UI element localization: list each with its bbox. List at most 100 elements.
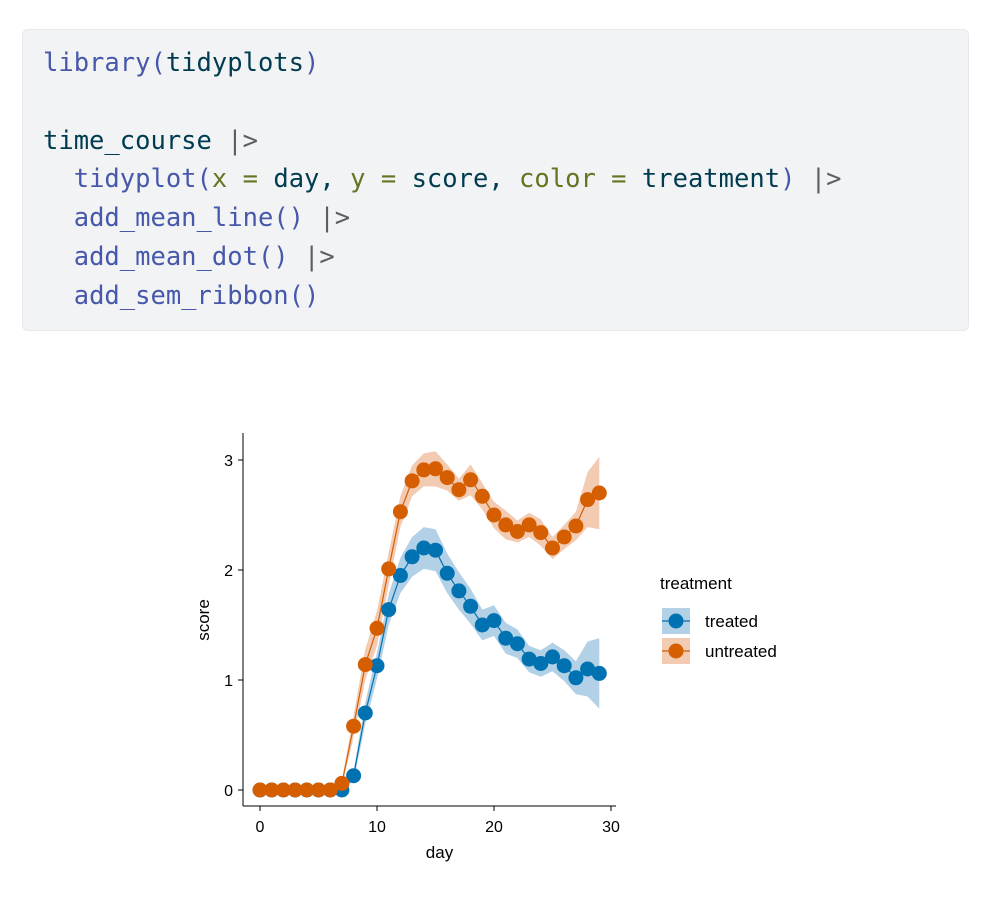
code-token: = [380, 164, 397, 195]
code-token: ) [780, 164, 796, 195]
code-token: |> [304, 241, 335, 272]
y-tick-label: 0 [224, 783, 233, 800]
code-line-2: time_course |> [43, 126, 258, 156]
mean-dot-untreated [486, 507, 502, 523]
code-token: ) [304, 48, 320, 78]
mean-dot-treated [568, 670, 584, 686]
y-tick-label: 2 [224, 563, 233, 580]
code-token: = [242, 164, 258, 195]
mean-dot-untreated [346, 718, 362, 734]
code-line-6: add_sem_ribbon() [43, 280, 320, 311]
legend: treatment treated untreated [660, 574, 777, 664]
mean-dot-untreated [428, 461, 443, 477]
mean-dot-treated [451, 583, 467, 599]
y-tick-label: 3 [224, 453, 233, 470]
mean-dot-untreated [252, 782, 268, 798]
mean-dot-untreated [275, 782, 291, 798]
code-token: add_sem_ribbon [73, 280, 289, 311]
sem-ribbon-untreated [260, 451, 600, 790]
code-token: score [411, 164, 489, 195]
mean-dot-treated [545, 649, 560, 665]
x-tick-label: 10 [368, 819, 386, 836]
mean-dot-untreated [451, 482, 467, 498]
mean-dot-untreated [591, 485, 607, 501]
mean-dot-untreated [521, 517, 537, 533]
legend-dot-treated [668, 613, 684, 629]
mean-dot-untreated [404, 473, 420, 489]
mean-dot-untreated [545, 540, 560, 556]
mean-dot-treated [591, 665, 607, 681]
code-token: library [43, 48, 151, 78]
legend-dot-untreated [668, 643, 684, 659]
mean-dot-untreated [369, 620, 385, 636]
legend-label-treated: treated [705, 612, 758, 631]
code-token: , [488, 164, 504, 195]
x-tick-label: 0 [256, 819, 265, 836]
code-token: tidyplot [73, 164, 197, 195]
mean-dot-treated [533, 656, 549, 671]
code-token: add_mean_line [73, 203, 274, 234]
code-token: y [350, 164, 366, 195]
code-token: () [273, 203, 305, 234]
mean-dot-treated [474, 617, 490, 633]
mean-dot-untreated [580, 492, 596, 508]
mean-dot-treated [486, 613, 502, 629]
mean-dot-treated [498, 630, 514, 646]
code-token: add_mean_dot [73, 241, 258, 272]
code-token: () [257, 241, 289, 272]
mean-dot-untreated [322, 782, 338, 798]
mean-dot-untreated [392, 504, 408, 520]
code-token: , [319, 164, 335, 195]
x-axis-title: day [426, 843, 454, 862]
mean-dot-treated [404, 549, 420, 565]
code-token: ( [150, 48, 166, 78]
mean-dot-untreated [311, 782, 326, 798]
code-token: ( [196, 164, 212, 195]
mean-lines [260, 468, 600, 791]
code-token: day [273, 164, 320, 195]
mean-dot-treated [439, 565, 455, 581]
code-token: |> [810, 164, 842, 195]
code-block: library(tidyplots) time_course |> tidypl… [22, 29, 969, 331]
code-token: = [611, 164, 627, 195]
mean-dot-untreated [264, 782, 280, 798]
mean-dots [252, 461, 607, 798]
mean-dot-treated [428, 542, 443, 558]
code-token: x [211, 164, 228, 195]
mean-dot-treated [580, 661, 596, 677]
mean-line-untreated [260, 468, 600, 791]
code-line-4: add_mean_line() |> [43, 203, 350, 233]
mean-dot-treated [346, 768, 362, 784]
mean-dot-untreated [463, 472, 479, 488]
mean-dot-untreated [568, 518, 584, 534]
legend-title: treatment [660, 574, 732, 593]
mean-dot-treated [416, 540, 432, 556]
y-tick-label: 1 [224, 673, 233, 690]
code-token: |> [319, 203, 351, 234]
mean-dot-untreated [299, 782, 315, 798]
mean-dot-untreated [381, 561, 397, 577]
axes: 0 10 20 30 0 1 2 3 day score [194, 433, 620, 862]
mean-dot-treated [556, 658, 572, 674]
y-axis-title: score [194, 599, 213, 641]
mean-dot-treated [521, 651, 537, 667]
x-tick-label: 30 [602, 819, 620, 836]
mean-dot-untreated [416, 462, 432, 478]
mean-dot-untreated [498, 517, 514, 533]
mean-dot-untreated [287, 782, 303, 798]
code-token: |> [227, 125, 258, 156]
mean-dot-treated [381, 602, 397, 618]
code-line-1: library(tidyplots) [43, 48, 319, 78]
x-tick-label: 20 [485, 819, 503, 836]
code-token: time_course [43, 125, 212, 156]
code-token: tidyplots [165, 48, 304, 78]
mean-dot-untreated [533, 525, 549, 541]
mean-dot-treated [357, 705, 373, 721]
mean-dot-treated [392, 568, 408, 583]
code-line-5: add_mean_dot() |> [43, 242, 335, 272]
mean-dot-untreated [556, 529, 572, 545]
code-line-3: tidyplot(x = day, y = score, color = tre… [43, 164, 842, 194]
code-token: color [519, 164, 596, 195]
code-text: library(tidyplots) time_course |> tidypl… [43, 44, 842, 316]
